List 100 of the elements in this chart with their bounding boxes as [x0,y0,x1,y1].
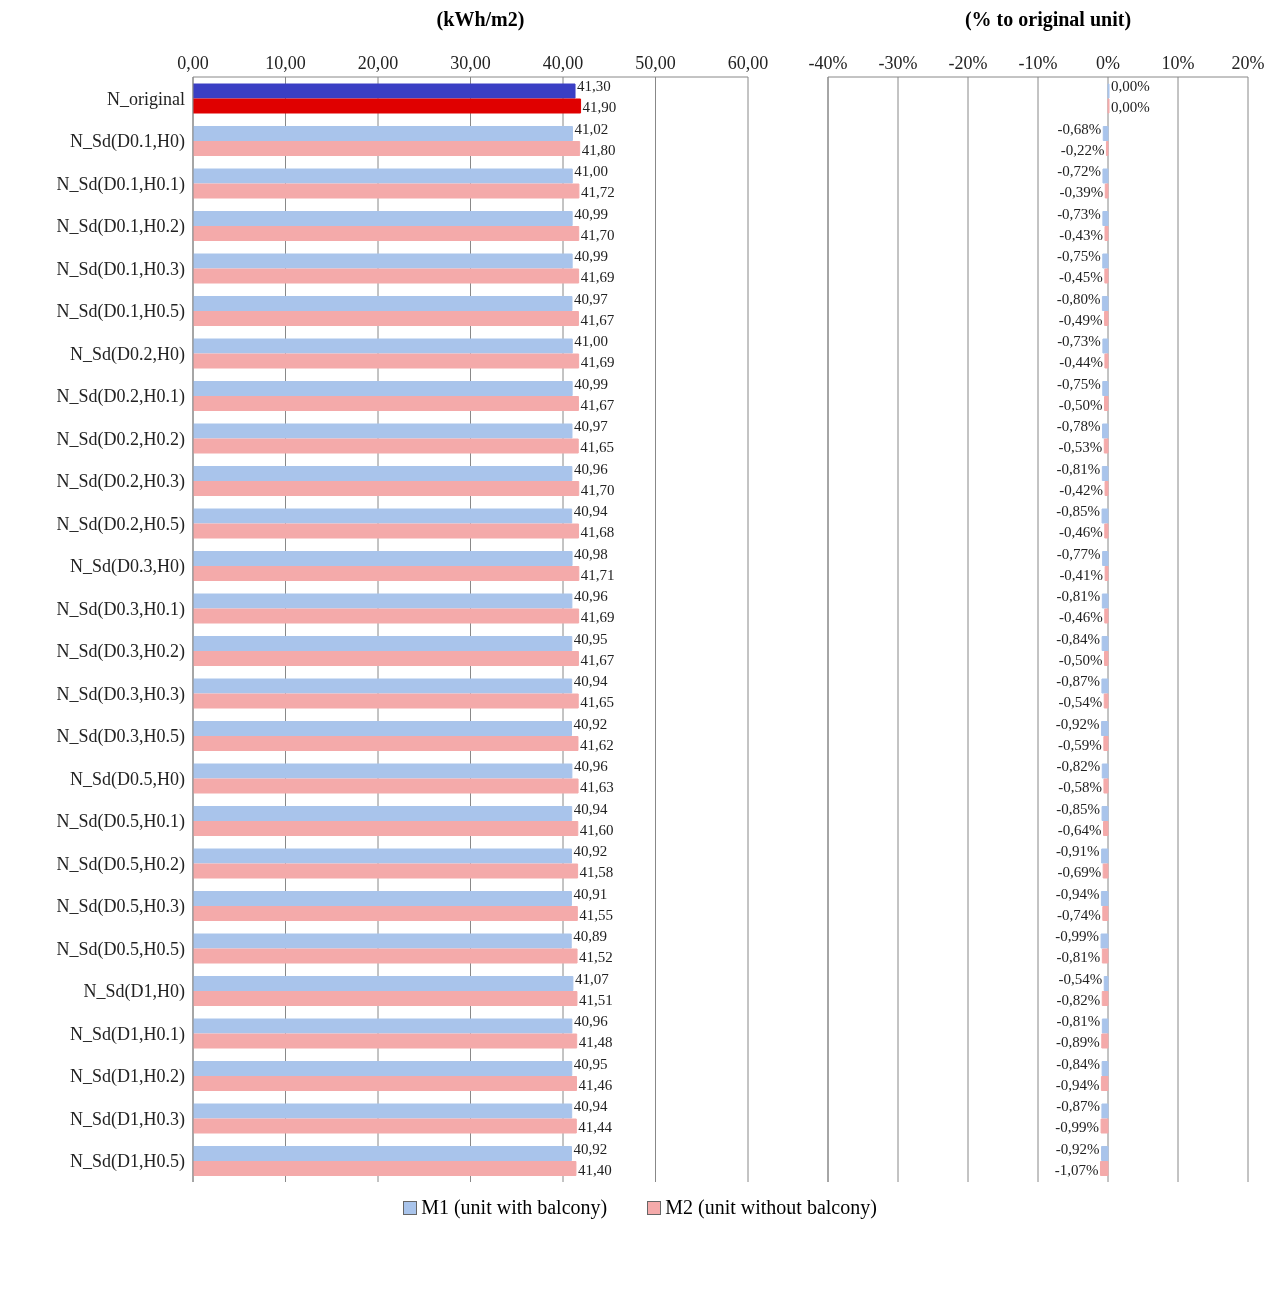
bar [193,1118,577,1134]
data-label: -0,69% [1057,864,1102,881]
data-label: -0,74% [1057,906,1101,923]
y-tick-label: N_Sd(D0.2,H0.3) [56,471,185,493]
bar [193,396,579,411]
data-label: -0,50% [1058,651,1103,668]
bar [193,1161,577,1176]
y-tick-label: N_Sd(D0.3,H0.5) [56,726,185,748]
x-tick-label: 20% [1231,53,1265,73]
data-label: 40,96 [573,588,609,605]
y-tick-label: N_Sd(D0.2,H0.1) [56,386,185,408]
data-label: -0,41% [1059,566,1104,583]
data-label: -0,85% [1056,503,1101,520]
data-label: 40,95 [573,1055,608,1072]
data-label: -0,43% [1059,226,1103,243]
data-label: -0,81% [1056,588,1101,605]
data-label: 41,62 [579,736,614,753]
data-label: -0,58% [1058,779,1102,796]
data-label: 41,71 [580,566,615,583]
data-label: 41,67 [580,311,615,328]
data-label: 40,95 [573,630,608,647]
data-label: 41,90 [582,99,617,116]
bar [193,678,573,694]
data-label: 41,63 [580,779,614,796]
bar [193,168,573,184]
data-label: 41,58 [579,864,614,881]
bar [193,438,579,454]
bar [193,736,579,751]
bar [193,948,578,964]
bar [193,253,573,269]
bar [193,226,580,241]
data-label: 41,46 [578,1076,613,1093]
data-label: 41,68 [580,524,615,541]
data-label: -0,94% [1055,885,1100,902]
data-label: 41,80 [581,141,616,158]
data-label: -0,99% [1055,928,1100,945]
y-tick-label: N_Sd(D0.2,H0.2) [56,428,185,450]
bar [193,806,573,821]
data-label: -0,72% [1057,163,1101,180]
y-tick-label: N_Sd(D0.1,H0.1) [56,173,185,195]
data-label: 41,00 [574,333,608,350]
y-tick-label: N_Sd(D0.5,H0.5) [56,938,185,960]
data-label: 40,96 [573,460,609,477]
data-label: -0,85% [1056,800,1101,817]
bar [193,183,580,199]
data-label: 41,55 [579,906,614,923]
y-tick-label: N_Sd(D1,H0.5) [70,1151,185,1173]
bar [193,211,573,226]
data-label: -0,75% [1057,375,1101,392]
bar [193,1018,573,1034]
bar [193,311,579,326]
data-label: 40,92 [573,715,608,732]
data-label: 41,70 [580,481,615,498]
data-label: -0,73% [1057,333,1101,350]
bar [193,763,573,779]
data-label: -0,50% [1058,396,1103,413]
data-label: 41,69 [580,609,615,626]
data-label: -0,84% [1056,630,1101,647]
data-label: -0,87% [1056,673,1100,690]
data-label: 40,94 [573,800,608,817]
data-label: 41,72 [580,184,615,201]
data-label: -0,42% [1059,481,1104,498]
data-label: -0,99% [1055,1119,1100,1136]
data-label: -0,81% [1056,949,1101,966]
y-tick-label: N_Sd(D0.3,H0.2) [56,641,185,663]
data-label: 40,98 [574,545,608,562]
data-label: 41,48 [578,1034,613,1051]
data-label: 41,69 [580,269,615,286]
data-label: 0,00% [1111,78,1150,95]
data-label: -0,68% [1057,120,1102,137]
x-tick-label: 30,00 [450,53,491,73]
bar [193,296,573,311]
bar [193,608,580,624]
chart-title: (% to original unit) [963,8,1133,33]
data-label: -0,49% [1058,311,1103,328]
bar [193,1076,578,1091]
data-label: -0,78% [1056,418,1101,435]
bar [193,933,572,949]
data-label: -0,92% [1055,1140,1100,1157]
data-label: 40,99 [574,205,608,222]
y-tick-label: N_Sd(D0.3,H0.3) [56,683,185,705]
data-label: 41,51 [578,991,613,1008]
data-label: -0,64% [1057,821,1102,838]
bar [193,906,578,921]
y-tick-label: N_original [107,88,185,109]
data-label: -0,59% [1058,736,1102,753]
data-label: 41,02 [574,120,609,137]
x-tick-label: 50,00 [635,53,676,73]
data-label: 41,40 [577,1161,612,1178]
x-tick-label: 10,00 [265,53,306,73]
y-tick-label: N_Sd(D1,H0) [83,981,185,1003]
data-label: 40,89 [573,928,607,945]
data-label: 41,60 [579,821,614,838]
bar [193,821,579,836]
data-label: -0,73% [1057,205,1101,222]
bar [193,778,579,794]
bar [193,693,579,709]
x-tick-label: 20,00 [357,53,399,73]
data-label: -0,39% [1059,184,1104,201]
data-label: 40,96 [573,758,609,775]
